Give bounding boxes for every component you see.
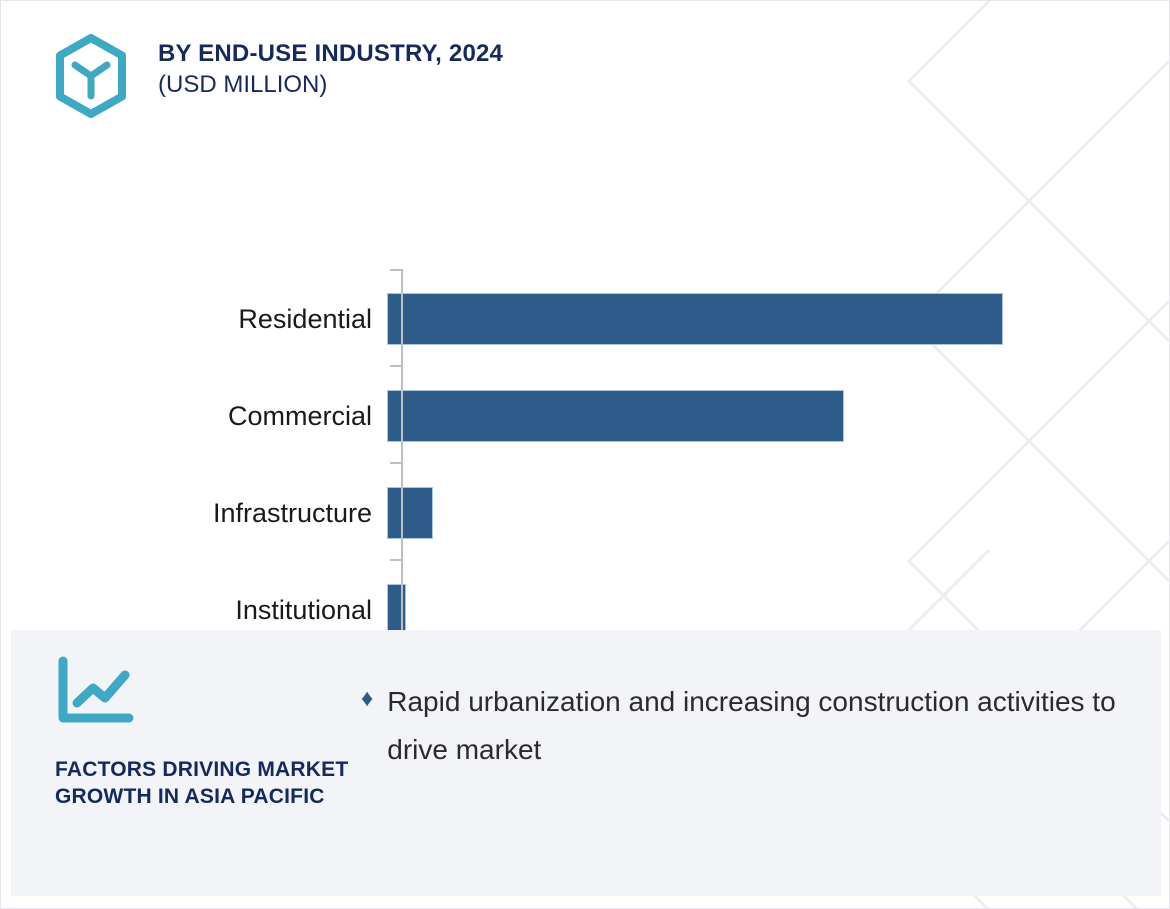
bar-residential	[387, 293, 1003, 345]
category-label: Residential	[238, 303, 372, 334]
axis-tick	[390, 365, 401, 367]
bullet-list: ♦ Rapid urbanization and increasing cons…	[361, 678, 1141, 774]
category-label: Institutional	[235, 594, 372, 625]
category-label: Commercial	[227, 400, 372, 431]
bar-row-infrastructure: Infrastructure	[1, 465, 1169, 561]
bar-track	[386, 271, 1169, 367]
bar-row-residential: Residential	[1, 271, 1169, 367]
header: BY END-USE INDUSTRY, 2024 (USD MILLION)	[1, 1, 1169, 131]
bullet-text: Rapid urbanization and increasing constr…	[387, 686, 1116, 765]
bar-track	[386, 368, 1169, 464]
axis-tick	[390, 559, 401, 561]
factors-panel: FACTORS DRIVING MARKET GROWTH IN ASIA PA…	[11, 630, 1161, 896]
bar-institutional	[387, 584, 406, 636]
title-block: BY END-USE INDUSTRY, 2024 (USD MILLION)	[158, 39, 503, 101]
category-label: Infrastructure	[212, 497, 372, 528]
bar-infrastructure	[387, 487, 433, 539]
bar-commercial	[387, 390, 844, 442]
axis-tick	[390, 462, 401, 464]
factors-panel-title: FACTORS DRIVING MARKET GROWTH IN ASIA PA…	[55, 758, 349, 808]
list-item: ♦ Rapid urbanization and increasing cons…	[361, 678, 1141, 774]
hexagon-y-icon	[56, 34, 126, 118]
bar-track	[386, 465, 1169, 561]
page-title: BY END-USE INDUSTRY, 2024	[158, 40, 504, 67]
axis-tick	[390, 269, 401, 271]
diamond-bullet-icon: ♦	[361, 685, 374, 712]
page-subtitle: (USD MILLION)	[158, 71, 328, 98]
line-chart-icon	[58, 656, 134, 723]
bar-row-commercial: Commercial	[1, 368, 1169, 464]
bar-chart: Residential Commercial Infrastructure In…	[1, 131, 1169, 755]
